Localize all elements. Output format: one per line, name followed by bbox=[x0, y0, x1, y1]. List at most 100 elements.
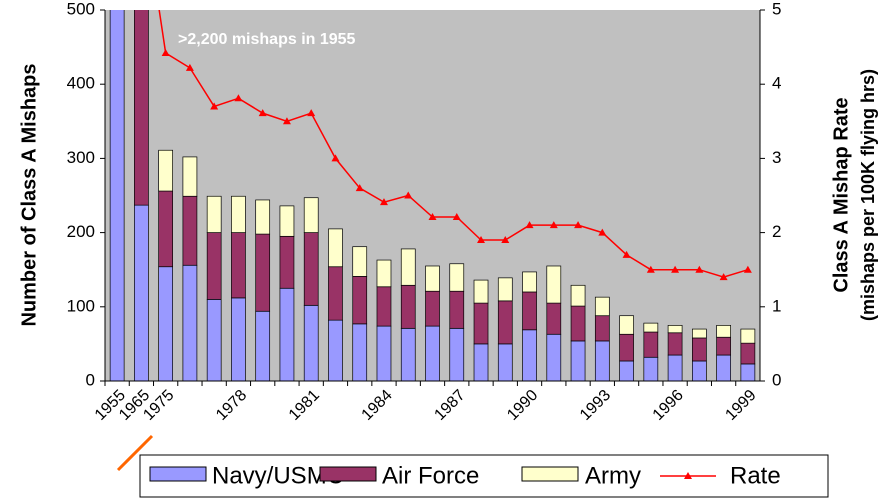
y2-tick-label: 2 bbox=[772, 222, 781, 241]
legend-swatch bbox=[521, 466, 579, 482]
bar bbox=[692, 328, 707, 339]
bar bbox=[546, 265, 562, 304]
y-tick-label: 200 bbox=[67, 222, 95, 241]
bars bbox=[109, 10, 756, 381]
rate-marker bbox=[234, 94, 243, 102]
bar bbox=[425, 290, 440, 327]
legend-swatch bbox=[319, 466, 377, 482]
legend-label: Rate bbox=[730, 462, 781, 489]
bar bbox=[643, 331, 659, 358]
rate-marker bbox=[671, 265, 680, 273]
bar bbox=[667, 354, 683, 381]
bar bbox=[255, 310, 271, 381]
rate-line bbox=[158, 10, 749, 278]
y-tick-label: 0 bbox=[86, 370, 95, 389]
rate-marker bbox=[307, 109, 316, 117]
y2-axis-title: Class A Mishap Rate bbox=[830, 97, 852, 292]
bar bbox=[109, 10, 125, 381]
rate-marker bbox=[331, 154, 340, 162]
legend-label: Army bbox=[585, 462, 641, 489]
bar bbox=[206, 232, 222, 300]
bar bbox=[158, 190, 173, 268]
bar bbox=[740, 363, 756, 381]
y-tick-label: 100 bbox=[67, 296, 95, 315]
bar bbox=[740, 342, 756, 365]
x-tick-label: 1987 bbox=[431, 387, 468, 424]
bar bbox=[182, 195, 198, 266]
bar bbox=[546, 333, 562, 381]
rate-marker bbox=[404, 191, 413, 199]
bar bbox=[740, 328, 756, 344]
annotation: >2,200 mishaps in 1955 bbox=[178, 31, 356, 48]
x-tick-label: 1996 bbox=[650, 387, 687, 424]
x-tick-label: 1981 bbox=[286, 387, 323, 424]
bar bbox=[643, 356, 659, 381]
bar bbox=[206, 299, 222, 381]
bar bbox=[667, 325, 683, 334]
bar bbox=[231, 232, 246, 299]
rate-marker bbox=[719, 273, 728, 281]
bar bbox=[352, 246, 368, 277]
bar bbox=[716, 354, 731, 381]
rate-marker bbox=[695, 265, 704, 273]
y2-tick-label: 5 bbox=[772, 0, 781, 18]
bar bbox=[303, 197, 319, 233]
rate-marker bbox=[477, 236, 486, 244]
y-tick-label: 300 bbox=[67, 148, 95, 167]
bar bbox=[255, 199, 271, 235]
bar bbox=[158, 149, 173, 192]
bar bbox=[692, 337, 707, 362]
bar bbox=[522, 271, 537, 293]
bar bbox=[497, 300, 513, 345]
rate-marker bbox=[549, 221, 558, 229]
rate-marker bbox=[282, 117, 291, 125]
bar bbox=[473, 279, 489, 304]
bar bbox=[182, 156, 198, 197]
bar bbox=[279, 205, 295, 237]
y2-tick-label: 4 bbox=[772, 74, 781, 93]
bar bbox=[619, 333, 634, 362]
bar bbox=[497, 277, 513, 302]
bar bbox=[255, 233, 271, 312]
rate-marker bbox=[185, 63, 194, 71]
legend-marker bbox=[684, 472, 692, 479]
bar bbox=[570, 284, 586, 307]
bar bbox=[449, 327, 465, 381]
bar bbox=[473, 343, 489, 381]
rate-marker bbox=[379, 198, 388, 206]
legend-swatch bbox=[149, 466, 207, 482]
rate-marker bbox=[622, 250, 631, 258]
rate-marker bbox=[210, 102, 219, 110]
rate-marker bbox=[743, 265, 752, 273]
bar bbox=[473, 302, 489, 345]
bar bbox=[328, 319, 343, 381]
y-axis-title: Number of Class A Mishaps bbox=[18, 63, 40, 326]
y2-tick-label: 1 bbox=[772, 296, 781, 315]
x-tick-label: 1999 bbox=[722, 387, 759, 424]
bar bbox=[594, 296, 610, 317]
bar bbox=[303, 304, 319, 381]
bar bbox=[182, 264, 198, 381]
bar bbox=[594, 340, 610, 381]
bar bbox=[376, 325, 392, 381]
bar bbox=[400, 327, 416, 381]
bar bbox=[328, 228, 343, 268]
bar bbox=[376, 286, 392, 327]
bar bbox=[570, 305, 586, 342]
bar bbox=[425, 265, 440, 292]
bar bbox=[231, 195, 246, 233]
bar bbox=[667, 332, 683, 356]
rate-marker bbox=[428, 213, 437, 221]
y2-tick-label: 0 bbox=[772, 370, 781, 389]
rate-marker bbox=[574, 221, 583, 229]
rate-marker bbox=[258, 109, 267, 117]
bar bbox=[522, 329, 537, 381]
legend-items: Navy/USMC Air Force Army Rate bbox=[149, 462, 781, 489]
bar bbox=[619, 360, 634, 381]
bar bbox=[643, 322, 659, 333]
bar bbox=[425, 325, 440, 381]
bar bbox=[594, 315, 610, 342]
bar bbox=[449, 290, 465, 329]
bar bbox=[570, 340, 586, 381]
bar bbox=[158, 266, 173, 381]
